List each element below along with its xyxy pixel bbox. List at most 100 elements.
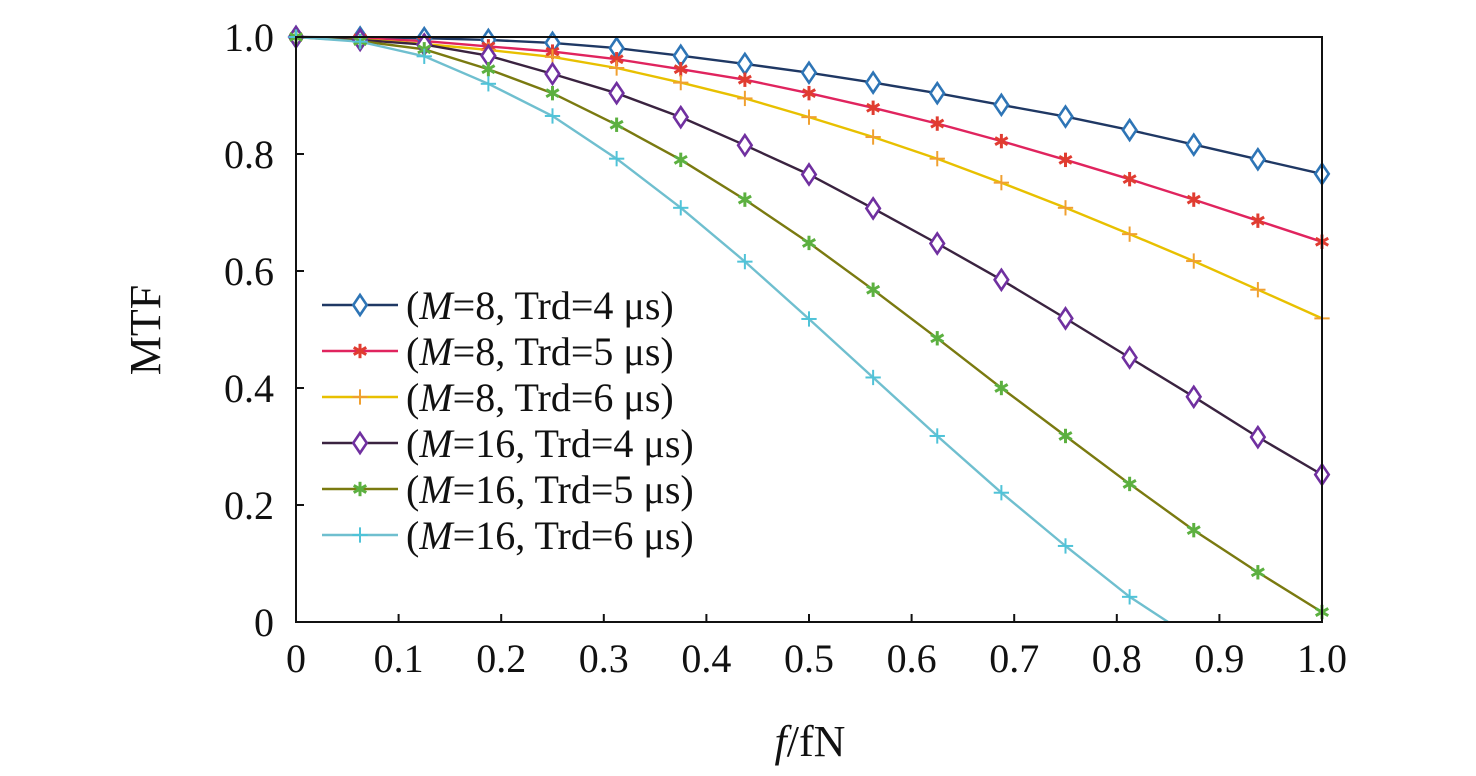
legend-item: (M=16, Trd=4 μs) xyxy=(322,421,694,466)
legend-item: (M=8, Trd=4 μs) xyxy=(322,283,674,328)
data-point xyxy=(1250,213,1265,228)
data-point xyxy=(1121,226,1138,242)
data-point xyxy=(1249,146,1267,172)
data-point xyxy=(1121,345,1138,370)
x-tick-label: 0.9 xyxy=(1194,636,1244,681)
data-point xyxy=(801,235,817,251)
x-tick-label: 1.0 xyxy=(1297,636,1347,681)
x-tick-label: 0 xyxy=(286,636,306,681)
y-tick-label: 0.6 xyxy=(224,249,274,294)
data-point xyxy=(544,108,561,124)
data-point xyxy=(1122,171,1137,187)
data-point xyxy=(929,428,945,444)
data-point xyxy=(673,61,688,77)
data-point xyxy=(930,331,945,346)
data-point xyxy=(737,192,752,207)
x-tick-label: 0.8 xyxy=(1092,636,1142,681)
data-point xyxy=(351,292,369,318)
data-point xyxy=(673,200,689,216)
x-tick-label: 0.7 xyxy=(989,636,1039,681)
legend-label: (M=8, Trd=4 μs) xyxy=(406,283,674,328)
legend-label: (M=16, Trd=5 μs) xyxy=(406,467,694,512)
x-tick-label: 0.2 xyxy=(476,636,526,681)
axes-layer: 0 0.1 0.2 0.3 0.4 0.5 0.6 0.7 0.8 0.9 1.0 0 0.2 0.4 0.… xyxy=(224,15,1347,681)
data-point xyxy=(1121,589,1138,605)
legend-item: (M=8, Trd=6 μs) xyxy=(322,375,674,420)
y-tick-label: 0 xyxy=(254,600,274,645)
data-point xyxy=(672,104,690,130)
data-point xyxy=(545,85,560,101)
data-point xyxy=(1057,104,1074,129)
x-tick-label: 0.4 xyxy=(681,636,731,681)
data-point xyxy=(865,369,881,386)
data-point xyxy=(1122,476,1137,492)
data-point xyxy=(736,51,754,77)
data-point xyxy=(994,380,1009,396)
data-point xyxy=(737,72,752,87)
data-point xyxy=(351,430,369,456)
data-point xyxy=(929,151,945,167)
data-point xyxy=(865,129,881,145)
data-point xyxy=(416,48,432,64)
data-point xyxy=(801,311,817,327)
legend-label: (M=8, Trd=5 μs) xyxy=(406,329,674,374)
data-point xyxy=(737,90,753,107)
legend-item: (M=8, Trd=5 μs) xyxy=(322,329,674,374)
data-point xyxy=(864,70,882,95)
x-axis-label: f/fN xyxy=(775,717,846,766)
data-point xyxy=(1057,200,1074,216)
data-point xyxy=(1121,117,1138,143)
y-tick-label: 0.8 xyxy=(224,132,274,177)
data-point xyxy=(1186,192,1201,207)
y-tick-label: 0.2 xyxy=(224,483,274,528)
data-point xyxy=(608,60,625,76)
x-tick-label: 0.3 xyxy=(579,636,629,681)
data-point xyxy=(993,267,1010,293)
data-point xyxy=(673,74,689,91)
data-point xyxy=(1186,253,1202,269)
data-point xyxy=(800,162,818,187)
y-axis-label: MTF xyxy=(121,285,170,375)
data-point xyxy=(352,481,368,497)
x-tick-label: 0.5 xyxy=(784,636,834,681)
legend-label: (M=8, Trd=6 μs) xyxy=(406,375,674,420)
data-point xyxy=(480,76,497,92)
y-tick-label: 0.4 xyxy=(224,366,274,411)
data-point xyxy=(1185,132,1203,157)
data-point xyxy=(866,100,881,115)
x-axis-label-rest: /fN xyxy=(787,717,846,766)
data-point xyxy=(352,527,368,543)
data-point xyxy=(993,485,1010,501)
legend-label: (M=16, Trd=6 μs) xyxy=(406,513,694,558)
data-point xyxy=(737,253,753,270)
data-point xyxy=(1185,384,1203,410)
data-point xyxy=(1249,424,1267,450)
data-point xyxy=(544,61,561,87)
data-point xyxy=(608,80,625,106)
data-point xyxy=(1057,306,1074,331)
legend-label: (M=16, Trd=4 μs) xyxy=(406,421,694,466)
data-point xyxy=(352,389,368,405)
data-point xyxy=(1250,565,1265,580)
data-point xyxy=(481,61,496,77)
data-point xyxy=(352,343,368,359)
data-point xyxy=(801,85,817,101)
legend-item: (M=16, Trd=6 μs) xyxy=(322,513,694,558)
data-point xyxy=(930,116,945,131)
data-point xyxy=(1250,282,1266,298)
data-point xyxy=(928,80,946,106)
data-point xyxy=(609,117,624,132)
x-tick-label: 0.6 xyxy=(887,636,937,681)
data-point xyxy=(1058,428,1073,444)
data-point xyxy=(736,132,754,158)
legend: (M=8, Trd=4 μs)(M=8, Trd=5 μs)(M=8, Trd=… xyxy=(322,283,694,558)
data-point xyxy=(673,152,688,168)
series-markers-1 xyxy=(287,24,1331,187)
data-point xyxy=(801,109,817,125)
data-point xyxy=(800,60,818,86)
data-point xyxy=(864,196,882,221)
data-point xyxy=(1186,522,1201,538)
series-markers-6 xyxy=(288,29,1138,605)
